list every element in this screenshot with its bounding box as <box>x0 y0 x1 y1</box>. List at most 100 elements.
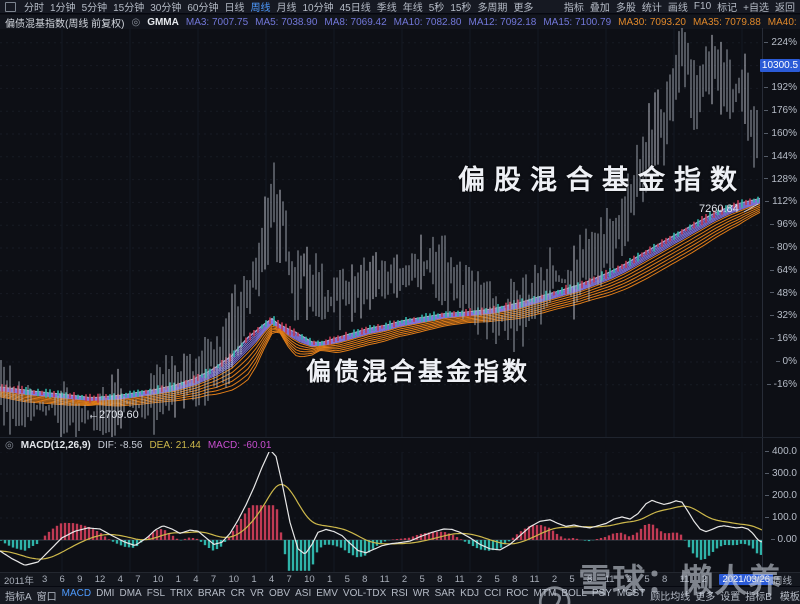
xtick-2: 2 <box>551 574 558 585</box>
x-axis-date[interactable]: 2021/03/26 <box>719 574 773 585</box>
price-axis-label-128: 128% <box>753 174 797 185</box>
macd-axis-label-0.00: 0.00 <box>753 534 797 545</box>
period-日线[interactable]: 日线 <box>224 3 245 14</box>
indicator-更多[interactable]: 更多 <box>695 592 716 603</box>
ma-value-MA12: MA12: 7092.18 <box>468 16 537 28</box>
indicator-fsl[interactable]: FSL <box>146 588 166 599</box>
period-5分钟[interactable]: 5分钟 <box>81 3 108 14</box>
period-多周期[interactable]: 多周期 <box>477 3 508 14</box>
period-10分钟[interactable]: 10分钟 <box>302 3 334 14</box>
macd-indicator-name[interactable]: MACD(12,26,9) <box>20 439 91 451</box>
xtick-7: 7 <box>210 574 217 585</box>
xtick-5: 5 <box>344 574 350 585</box>
xtick-2: 2 <box>476 574 483 585</box>
xtick-8: 8 <box>437 574 443 585</box>
indicator-psy[interactable]: PSY <box>591 588 612 599</box>
macd-axis-label-100.0: 100.0 <box>753 512 797 523</box>
last-price-badge: 10300.5 <box>760 59 800 72</box>
xtick-5: 5 <box>569 574 575 585</box>
period-周线[interactable]: 周线 <box>250 3 271 14</box>
xtick-8: 8 <box>362 574 368 585</box>
xtick-5: 5 <box>419 574 425 585</box>
indicator-设置[interactable]: 设置 <box>720 592 741 603</box>
period-60分钟[interactable]: 60分钟 <box>187 3 219 14</box>
price-axis-label--16: -16% <box>753 379 797 390</box>
tool-+自选[interactable]: +自选 <box>743 3 769 14</box>
panel-指标b[interactable]: 指标B <box>745 592 772 603</box>
tool-叠加[interactable]: 叠加 <box>589 3 610 14</box>
period-1分钟[interactable]: 1分钟 <box>50 3 76 14</box>
period-季线[interactable]: 季线 <box>376 3 397 14</box>
period-30分钟[interactable]: 30分钟 <box>150 3 182 14</box>
xtick-12: 12 <box>94 574 106 585</box>
ma-value-MA15: MA15: 7100.79 <box>543 16 612 28</box>
xtick-10: 10 <box>152 574 164 585</box>
period-月线[interactable]: 月线 <box>276 3 297 14</box>
xtick-7: 7 <box>286 574 292 585</box>
indicator-kdj[interactable]: KDJ <box>460 588 480 599</box>
price-axis-label-112: 112% <box>753 196 797 207</box>
tool-统计[interactable]: 统计 <box>641 3 662 14</box>
tool-标记[interactable]: 标记 <box>717 3 738 14</box>
indicator-指标a[interactable]: 指标A <box>5 592 32 603</box>
xtick-11: 11 <box>454 574 465 585</box>
instrument-title[interactable]: 偏债混基指数(周线 前复权) <box>5 18 125 30</box>
xtick-3: 3 <box>41 574 48 585</box>
indicator-vol-tdx[interactable]: VOL-TDX <box>342 588 387 599</box>
period-更多[interactable]: 更多 <box>513 3 534 14</box>
indicator-窗口[interactable]: 窗口 <box>36 592 57 603</box>
window-icon[interactable] <box>5 1 16 12</box>
indicator-cr[interactable]: CR <box>230 588 246 599</box>
tool-f10[interactable]: F10 <box>693 1 712 12</box>
dif-value: -8.56 <box>119 439 143 451</box>
period-45日线[interactable]: 45日线 <box>339 3 371 14</box>
equity-index-candles <box>0 28 758 437</box>
bottom-toolbar-items: 指标A 窗口 MACD DMI DMA FSL TRIX BRAR CR VR OBV ASI EMV V… <box>5 588 740 603</box>
xtick-1: 1 <box>326 574 333 585</box>
period-年线[interactable]: 年线 <box>402 3 423 14</box>
xtick-8: 8 <box>661 574 668 585</box>
panel-模板[interactable]: 模板 <box>779 592 800 603</box>
period-分时[interactable]: 分时 <box>24 3 44 14</box>
xtick-11: 11 <box>379 574 390 585</box>
indicator-asi[interactable]: ASI <box>295 588 312 599</box>
indicator-roc[interactable]: ROC <box>506 588 529 599</box>
period-5秒[interactable]: 5秒 <box>428 3 445 14</box>
tool-返回[interactable]: 返回 <box>775 3 795 14</box>
indicator-wr[interactable]: WR <box>412 588 430 599</box>
indicator-boll[interactable]: BOLL <box>561 588 587 599</box>
period-15分钟[interactable]: 15分钟 <box>113 3 145 14</box>
top-toolbar-items: 分时 1分钟 5分钟 15分钟 30分钟 60分钟 日线 周线 月线 10分钟 45日线 季线 年线 5秒… <box>24 0 533 14</box>
indicator-dmi[interactable]: DMI <box>96 588 115 599</box>
indicator-dma[interactable]: DMA <box>119 588 142 599</box>
xtick-1: 1 <box>251 574 257 585</box>
indicator-vr[interactable]: VR <box>250 588 264 599</box>
indicator-rsi[interactable]: RSI <box>391 588 408 599</box>
macd-toggle-icon[interactable]: ◎ <box>5 439 14 451</box>
indicator-mtm[interactable]: MTM <box>533 588 557 599</box>
indicator-mcst[interactable]: MCST <box>616 588 646 599</box>
tool-画线[interactable]: 画线 <box>667 3 688 14</box>
period-15秒[interactable]: 15秒 <box>450 3 472 14</box>
indicator-toggle-icon[interactable]: ◎ <box>131 16 141 28</box>
macd-header: ◎ MACD(12,26,9) DIF: -8.56 DEA: 21.44 MA… <box>0 438 800 452</box>
indicator-name[interactable]: GMMA <box>147 16 179 28</box>
indicator-顾比均线[interactable]: 顾比均线 <box>650 592 691 603</box>
top-toolbar: 分时 1分钟 5分钟 15分钟 30分钟 60分钟 日线 周线 月线 10分钟 45日线 季线 年线 5秒… <box>0 0 800 14</box>
xtick-11: 11 <box>679 574 690 585</box>
price-axis-label-144: 144% <box>753 151 797 162</box>
tool-指标[interactable]: 指标 <box>563 3 584 14</box>
macd-chart-svg[interactable] <box>0 452 762 572</box>
annotation-bond-fund-index: 偏债混合基金指数 <box>306 357 531 386</box>
xtick-6: 6 <box>59 574 65 585</box>
indicator-emv[interactable]: EMV <box>316 588 338 599</box>
indicator-cci[interactable]: CCI <box>484 588 502 599</box>
tool-多股[interactable]: 多股 <box>615 3 636 14</box>
indicator-macd[interactable]: MACD <box>61 588 92 599</box>
indicator-trix[interactable]: TRIX <box>170 588 193 599</box>
indicator-obv[interactable]: OBV <box>268 588 291 599</box>
indicator-brar[interactable]: BRAR <box>197 588 226 599</box>
indicator-sar[interactable]: SAR <box>434 588 456 599</box>
price-axis-line <box>762 28 763 586</box>
main-chart-svg[interactable] <box>0 28 762 437</box>
